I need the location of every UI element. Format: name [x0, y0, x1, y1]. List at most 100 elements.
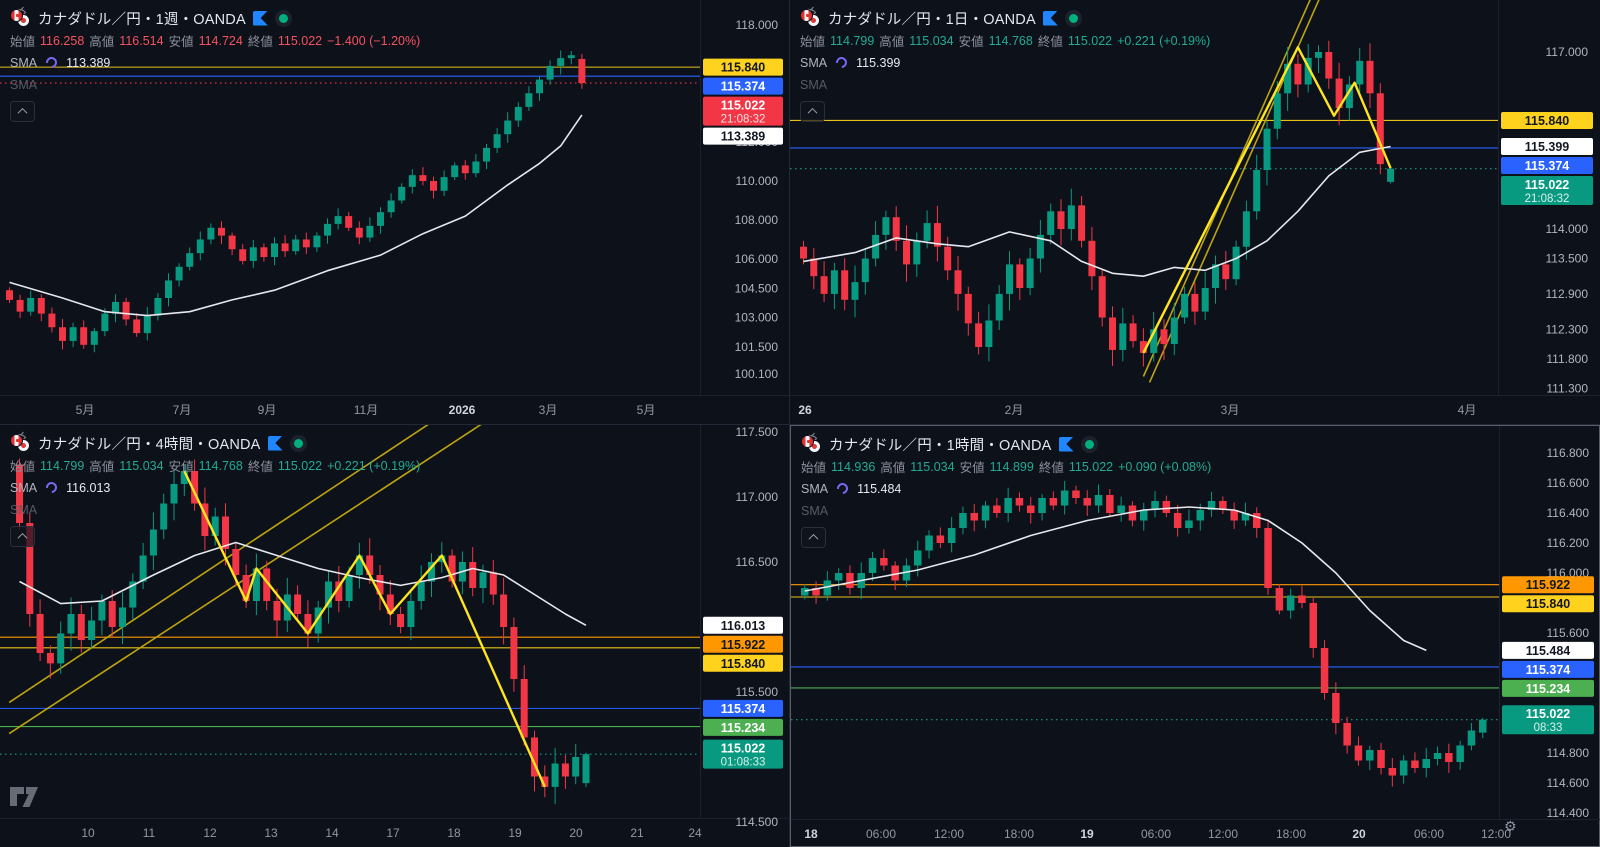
close-label: 終値 — [1037, 35, 1063, 49]
high-label: 高値 — [879, 35, 905, 49]
time-axis[interactable]: 10 11 12 13 14 17 18 19 20 21 24 — [81, 826, 702, 840]
candlestick-chart-4hour[interactable]: 117.500 117.000 116.500 115.500 114.500 116.0… — [0, 425, 790, 847]
sma-line[interactable] — [804, 506, 1427, 652]
symbol-row[interactable]: カナダドル／円・1日・OANDA — [800, 6, 1210, 30]
open-label: 始値 — [800, 35, 826, 49]
price-axis[interactable]: 118.000112.000110.000108.000106.000104.5… — [703, 18, 783, 381]
price-tag-115.374[interactable]: 115.374 — [1501, 156, 1593, 174]
change-value: −1.400 (−1.20%) — [327, 33, 421, 48]
time-axis[interactable]: 5月 7月 9月 11月 2026 3月 5月 — [76, 403, 656, 417]
legend-collapse-button[interactable] — [10, 101, 35, 122]
svg-text:115.374: 115.374 — [721, 80, 766, 94]
candlestick-chart-daily[interactable]: 117.000 114.000 113.500 112.900 112.300 111.8… — [790, 0, 1600, 425]
price-tag-115.840[interactable]: 115.840 — [1502, 595, 1594, 613]
symbol-title[interactable]: カナダドル／円・1日・OANDA — [828, 11, 1036, 28]
price-tick: 117.500 — [736, 425, 779, 439]
price-tag-115.374[interactable]: 115.374 — [1502, 660, 1594, 678]
plot-area[interactable] — [0, 50, 700, 353]
price-tag-113.389[interactable]: 113.389 — [703, 127, 783, 145]
price-tick: 101.500 — [735, 340, 779, 354]
time-axis[interactable]: 26 2月 3月 4月 — [798, 403, 1476, 417]
market-status-icon[interactable] — [274, 9, 292, 27]
svg-text:115.922: 115.922 — [1526, 578, 1571, 592]
legend-collapse-button[interactable] — [10, 526, 35, 547]
time-tick: 11月 — [354, 403, 378, 417]
sma-hidden-row[interactable]: SMA — [800, 6, 1210, 93]
market-status-icon[interactable] — [1064, 9, 1082, 27]
price-tag-115.922[interactable]: 115.922 — [703, 635, 783, 653]
price-tag-115.840[interactable]: 115.840 — [1501, 111, 1593, 129]
high-value: 115.034 — [910, 459, 955, 474]
price-tick: 117.000 — [736, 490, 779, 504]
price-tag-115.922[interactable]: 115.922 — [1502, 576, 1594, 594]
trendline-0[interactable] — [8, 425, 452, 704]
time-tick: 18 — [447, 826, 461, 840]
candlestick-chart-1hour[interactable]: 116.800116.600116.400116.200116.000115.6… — [791, 426, 1600, 847]
source-badge-icon[interactable] — [1058, 436, 1074, 452]
ohlc-row: 始値 116.258 高値 116.514 安値 114.724 終値 115.022 … — [10, 32, 421, 50]
symbol-title[interactable]: カナダドル／円・4時間・OANDA — [38, 436, 261, 453]
source-badge-icon[interactable] — [267, 435, 283, 451]
symbol-row[interactable]: カナダドル／円・1時間・OANDA — [801, 432, 1211, 456]
zigzag-line[interactable] — [183, 470, 546, 788]
plot-area[interactable] — [790, 0, 1498, 383]
time-axis[interactable]: 18 06:00 12:00 18:00 19 06:00 12:00 18:00 20 06:0… — [804, 827, 1511, 841]
change-value: +0.090 (+0.08%) — [1118, 459, 1212, 474]
price-tag-115.374[interactable]: 115.374 — [703, 699, 783, 717]
price-tick: 116.600 — [1547, 476, 1590, 490]
candlestick-chart-weekly[interactable]: 118.000112.000110.000108.000106.000104.5… — [0, 0, 790, 425]
symbol-title[interactable]: カナダドル／円・1時間・OANDA — [829, 437, 1052, 454]
sma-hidden-row[interactable]: SMA — [10, 431, 420, 518]
plot-area[interactable] — [791, 480, 1499, 787]
symbol-title[interactable]: カナダドル／円・1週・OANDA — [38, 11, 246, 28]
sma-hidden-row[interactable]: SMA — [10, 6, 420, 93]
price-tag-115.840[interactable]: 115.840 — [703, 654, 783, 672]
zigzag-line[interactable] — [1142, 46, 1392, 354]
price-scale-settings-icon[interactable]: ⚙ — [1504, 819, 1517, 835]
time-tick: 18:00 — [1004, 827, 1034, 841]
symbol-row[interactable]: カナダドル／円・4時間・OANDA — [10, 431, 420, 455]
symbol-row[interactable]: カナダドル／円・1週・OANDA — [10, 6, 420, 30]
price-tick: 114.400 — [1547, 806, 1590, 820]
price-axis[interactable]: 116.800116.600116.400116.200116.000115.6… — [1502, 446, 1594, 820]
sma-row[interactable]: SMA 115.399 — [800, 54, 1210, 71]
high-value: 115.034 — [119, 458, 164, 473]
sma-hidden-row[interactable]: SMA — [801, 432, 1211, 519]
trendline-1[interactable] — [1148, 0, 1335, 383]
price-axis[interactable]: 117.000 114.000 113.500 112.900 112.300 111.8… — [1501, 45, 1593, 395]
source-badge-icon[interactable] — [1042, 10, 1058, 26]
price-tag-115.234[interactable]: 115.234 — [1502, 679, 1594, 697]
price-tag-115.234[interactable]: 115.234 — [703, 718, 783, 736]
sma-label: SMA — [800, 55, 828, 70]
market-status-icon[interactable] — [1080, 435, 1098, 453]
price-tag-115.484[interactable]: 115.484 — [1502, 641, 1594, 659]
sma-row[interactable]: SMA 116.013 — [10, 479, 420, 496]
time-tick: 7月 — [173, 403, 192, 417]
price-tag-115.399[interactable]: 115.399 — [1501, 137, 1593, 155]
time-tick: 5月 — [637, 403, 656, 417]
legend-collapse-button[interactable] — [800, 101, 825, 122]
plot-area[interactable] — [0, 425, 700, 805]
legend-collapse-button[interactable] — [801, 527, 826, 548]
sma-line[interactable] — [9, 114, 583, 317]
market-status-icon[interactable] — [289, 434, 307, 452]
price-tag-115.374[interactable]: 115.374 — [703, 77, 783, 95]
sma-line[interactable] — [19, 541, 587, 627]
time-tick: 4月 — [1458, 403, 1477, 417]
sma-row[interactable]: SMA 113.389 — [10, 54, 420, 71]
trendline-1[interactable] — [8, 425, 493, 735]
sma-line[interactable] — [803, 145, 1391, 277]
price-axis[interactable]: 117.500 117.000 116.500 115.500 114.500 116.0… — [703, 425, 783, 829]
source-badge-icon[interactable] — [252, 10, 268, 26]
time-tick: 06:00 — [1414, 827, 1444, 841]
svg-text:115.840: 115.840 — [721, 61, 766, 75]
price-tag-115.840[interactable]: 115.840 — [703, 58, 783, 76]
sma-row[interactable]: SMA 115.484 — [801, 480, 1211, 497]
tradingview-logo[interactable] — [9, 786, 45, 813]
svg-text:115.234: 115.234 — [1526, 682, 1571, 696]
price-tag-116.013[interactable]: 116.013 — [703, 616, 783, 634]
